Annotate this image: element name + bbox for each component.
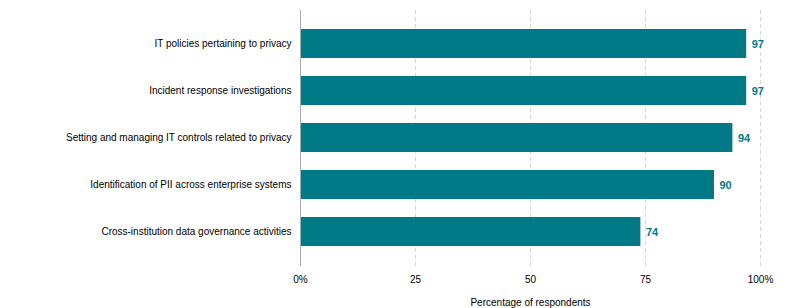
svg-text:74: 74 — [646, 226, 659, 238]
svg-text:Incident response investigatio: Incident response investigations — [149, 85, 291, 96]
svg-text:50: 50 — [525, 274, 537, 285]
svg-text:75: 75 — [640, 274, 652, 285]
svg-text:90: 90 — [720, 179, 732, 191]
svg-text:Percentage of respondents: Percentage of respondents — [470, 297, 590, 308]
svg-text:Identification of PII across e: Identification of PII across enterprise … — [90, 179, 291, 190]
svg-text:Cross-institution data governa: Cross-institution data governance activi… — [101, 226, 291, 237]
svg-text:100%: 100% — [748, 274, 774, 285]
svg-text:25: 25 — [410, 274, 422, 285]
svg-text:94: 94 — [738, 132, 751, 144]
svg-text:IT policies pertaining to priv: IT policies pertaining to privacy — [154, 38, 291, 49]
svg-text:0%: 0% — [293, 274, 308, 285]
svg-text:97: 97 — [752, 38, 764, 50]
svg-text:97: 97 — [752, 85, 764, 97]
svg-text:Setting and managing IT contro: Setting and managing IT controls related… — [66, 132, 292, 143]
